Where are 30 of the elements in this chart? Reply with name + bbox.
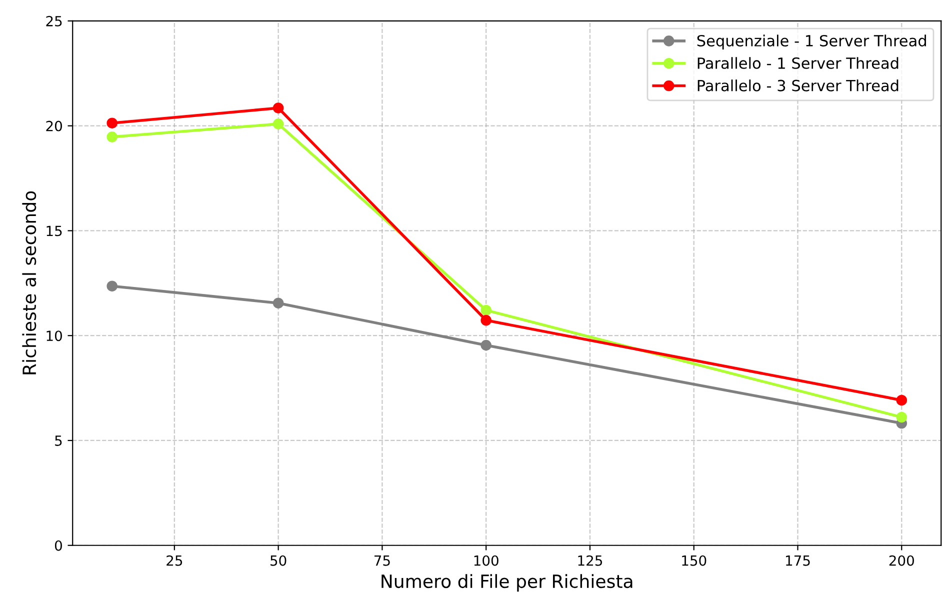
point <box>106 132 118 142</box>
x-tick-label: 175 <box>786 556 810 566</box>
point <box>896 412 908 423</box>
point <box>272 298 284 308</box>
point <box>106 118 118 128</box>
y-axis-title: Richieste al secondo <box>22 191 36 374</box>
x-tick-label: 125 <box>578 555 602 566</box>
y-tick-label: 20 <box>46 120 62 132</box>
x-tick-label: 50 <box>270 555 286 566</box>
x-tick-label: 75 <box>374 556 390 566</box>
point <box>480 314 492 326</box>
x-tick-label: 150 <box>682 555 706 566</box>
y-tick-label: 0 <box>54 540 62 551</box>
x-tick-label: 100 <box>474 555 498 566</box>
y-tick-label: 5 <box>55 436 62 446</box>
legend-label: Parallelo - 1 Server Thread <box>698 57 898 69</box>
point <box>106 280 118 292</box>
point <box>272 118 284 130</box>
point <box>480 340 492 351</box>
point <box>480 304 492 316</box>
y-tick-label: 25 <box>46 16 62 26</box>
y-tick-label: 10 <box>46 330 62 342</box>
point <box>272 102 284 114</box>
legend-label: Sequenziale - 1 Server Thread <box>697 34 926 50</box>
x-tick-label: 25 <box>166 555 182 566</box>
legend-label: Parallelo - 3 Server Thread <box>698 80 898 92</box>
y-tick-label: 15 <box>46 226 62 236</box>
point <box>896 394 908 406</box>
x-tick-label: 200 <box>889 555 914 566</box>
x-axis-title: Numero di File per Richiesta <box>382 574 632 592</box>
